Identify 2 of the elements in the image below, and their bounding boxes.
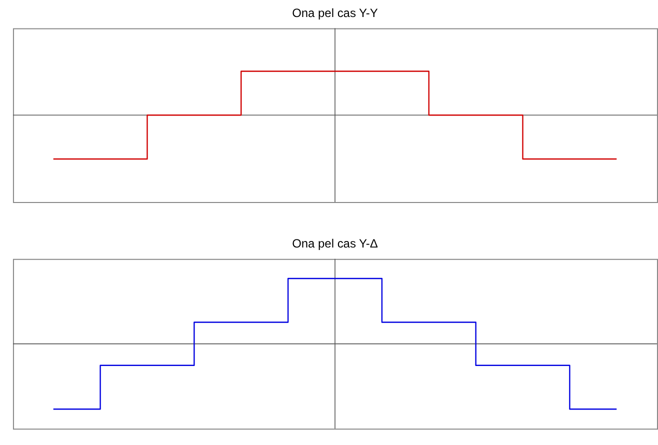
chart-title: Ona pel cas Y-Y (292, 6, 378, 20)
chart-title: Ona pel cas Y-Δ (292, 236, 378, 251)
